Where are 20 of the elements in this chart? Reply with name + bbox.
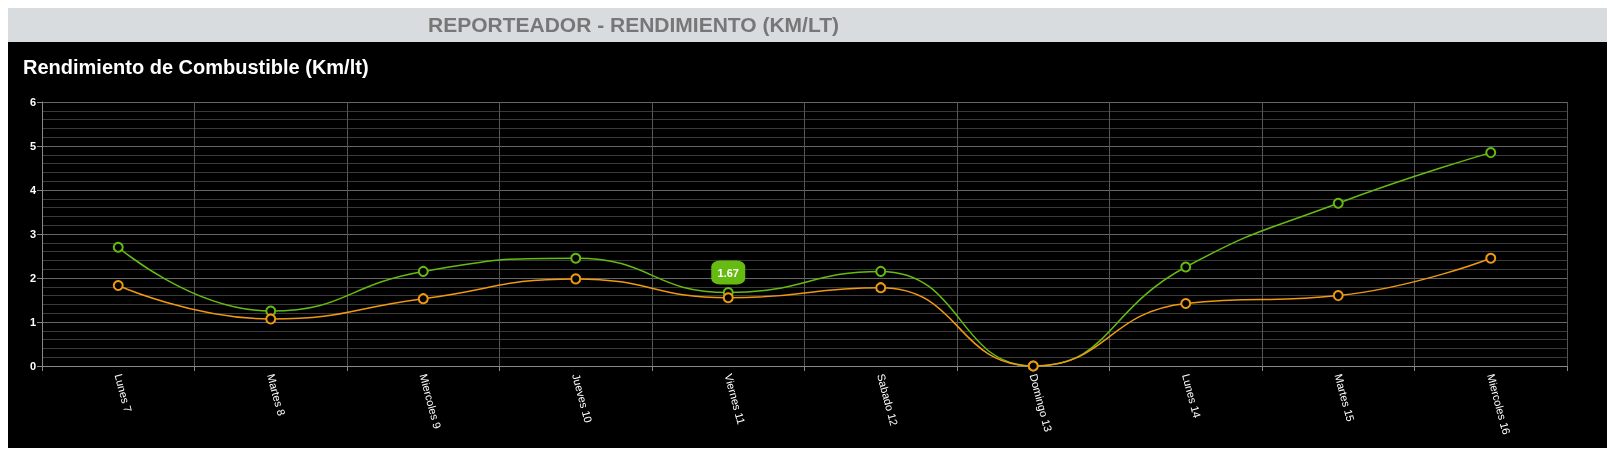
x-tick-label: Martes 15: [1332, 372, 1357, 423]
x-tick-label: Lunes 14: [1179, 372, 1204, 420]
x-tick-label: Domingo 13: [1027, 372, 1055, 433]
x-tick-label: Sabado 12: [874, 372, 901, 427]
x-tick-label: Martes 8: [264, 372, 288, 417]
y-tick-label: 4: [29, 184, 37, 196]
x-tick-label: Viernes 11: [722, 372, 748, 426]
chart-title: REPORTEADOR - RENDIMIENTO (KM/LT): [8, 8, 1607, 42]
y-tick-label: 0: [29, 360, 36, 372]
chart-subtitle: Rendimiento de Combustible (Km/lt): [23, 56, 369, 78]
x-tick-label: Miercoles 16: [1484, 372, 1513, 436]
x-tick-label: Lunes 7: [112, 372, 135, 414]
y-tick-label: 2: [29, 272, 36, 284]
y-tick-label: 1: [29, 316, 36, 328]
y-tick-label: 5: [29, 140, 36, 152]
x-tick-label: Miercoles 9: [417, 372, 444, 430]
x-tick-label: Jueves 10: [569, 372, 595, 424]
y-tick-label: 6: [29, 96, 36, 108]
annotation: 1.67: [717, 266, 739, 279]
y-tick-label: 3: [29, 228, 36, 240]
